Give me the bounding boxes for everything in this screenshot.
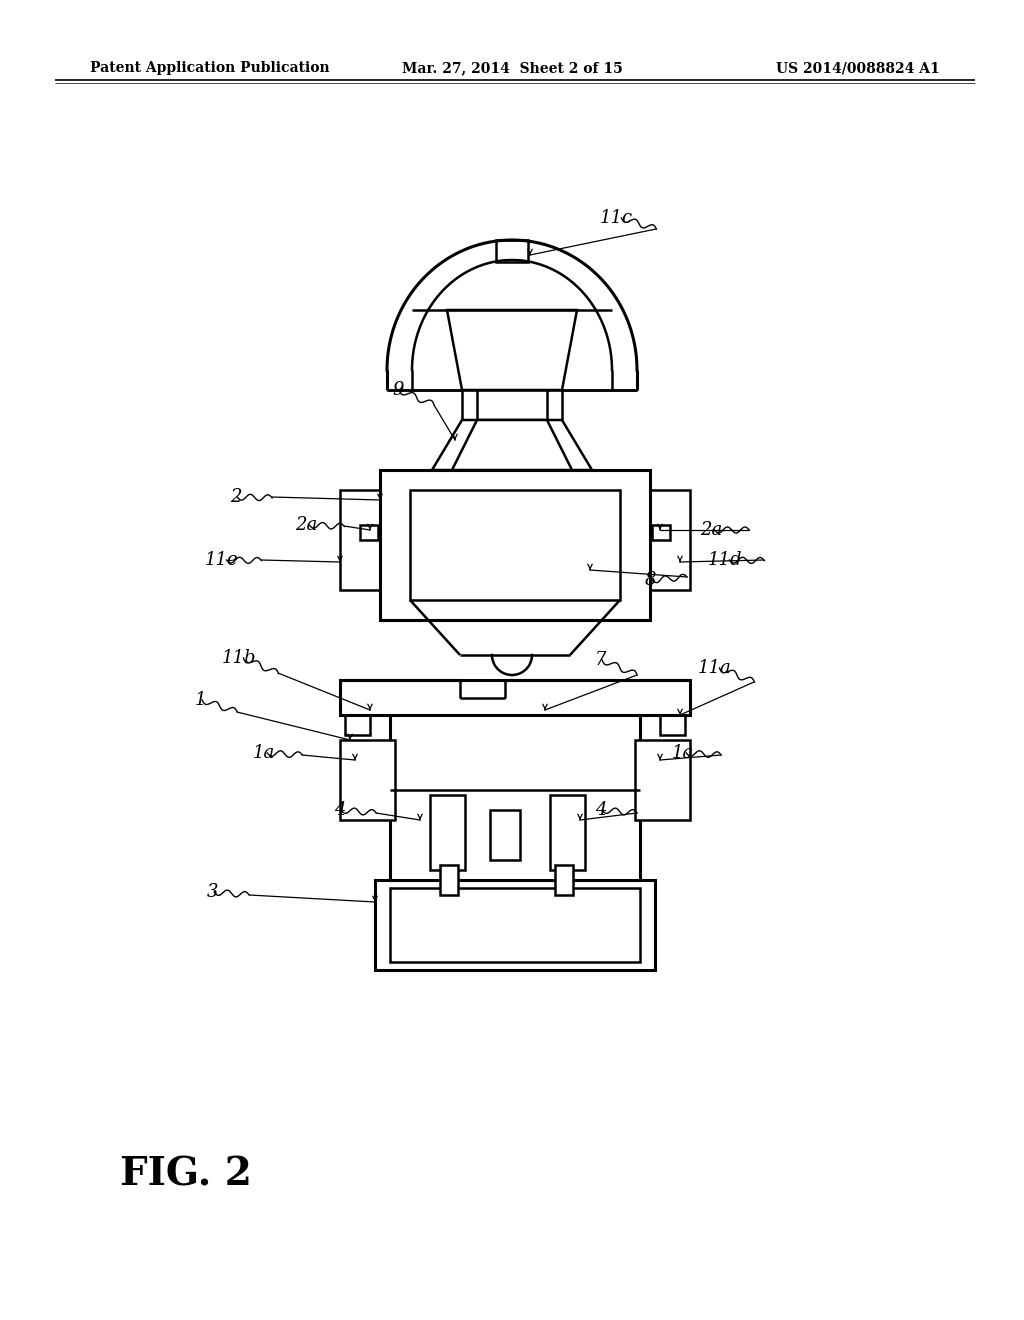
Text: 3: 3 xyxy=(207,883,218,902)
Text: 2a: 2a xyxy=(700,521,722,539)
Bar xyxy=(340,680,690,715)
Bar xyxy=(490,810,520,861)
Bar xyxy=(660,715,685,735)
Bar xyxy=(550,795,585,870)
Text: 9: 9 xyxy=(392,381,403,399)
Text: 11b: 11b xyxy=(222,649,256,667)
Bar xyxy=(635,741,690,820)
Bar xyxy=(390,710,640,880)
Bar xyxy=(440,865,458,895)
Bar xyxy=(375,880,655,970)
Text: 11c: 11c xyxy=(600,209,633,227)
Bar xyxy=(390,888,640,962)
Bar xyxy=(345,715,370,735)
Bar xyxy=(652,525,670,540)
Bar xyxy=(496,240,528,261)
Text: 2a: 2a xyxy=(295,516,317,535)
Text: 1: 1 xyxy=(195,690,207,709)
Text: 4: 4 xyxy=(334,801,345,818)
Text: US 2014/0088824 A1: US 2014/0088824 A1 xyxy=(776,61,940,75)
Text: 8: 8 xyxy=(645,572,656,589)
Bar xyxy=(430,795,465,870)
Text: 2: 2 xyxy=(230,488,242,506)
Bar xyxy=(340,490,425,590)
Text: 7: 7 xyxy=(595,651,606,669)
Text: 11d: 11d xyxy=(708,550,742,569)
Bar xyxy=(380,470,650,620)
Bar xyxy=(410,490,620,601)
Polygon shape xyxy=(447,310,577,389)
Text: Mar. 27, 2014  Sheet 2 of 15: Mar. 27, 2014 Sheet 2 of 15 xyxy=(401,61,623,75)
Text: 1a: 1a xyxy=(672,744,694,762)
Text: 4: 4 xyxy=(595,801,606,818)
Text: 1a: 1a xyxy=(253,744,275,762)
Text: 11a: 11a xyxy=(698,659,732,677)
Bar xyxy=(605,490,690,590)
Polygon shape xyxy=(452,420,572,470)
Polygon shape xyxy=(432,420,592,470)
Text: 11e: 11e xyxy=(205,550,239,569)
Bar xyxy=(340,741,395,820)
Text: Patent Application Publication: Patent Application Publication xyxy=(90,61,330,75)
Bar xyxy=(555,865,573,895)
Text: FIG. 2: FIG. 2 xyxy=(120,1156,252,1195)
Bar xyxy=(360,525,378,540)
